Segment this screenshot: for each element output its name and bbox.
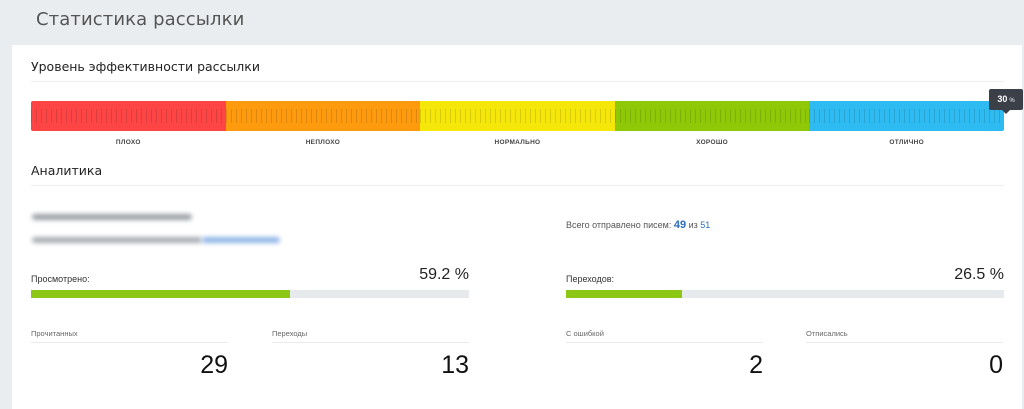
divider [31, 185, 1004, 186]
scale-segment-good [614, 101, 810, 131]
score-unit: % [1009, 98, 1015, 104]
stat-label: Прочитанных [31, 329, 228, 343]
stats-panel: Уровень эффективности рассылки ПЛОХО НЕП… [12, 45, 1023, 409]
blurred-link[interactable] [202, 237, 280, 243]
scale-segment-excellent [809, 101, 1004, 131]
stat-value: 2 [749, 351, 763, 379]
stat-unsubscribed: Отписались 0 [806, 329, 1003, 380]
progress-bar [566, 290, 1004, 298]
analytics-title: Аналитика [31, 163, 103, 178]
score-value: 30 [997, 94, 1008, 104]
scale-segment-not-bad [225, 101, 421, 131]
sent-count: 49 [673, 219, 687, 231]
stat-read: Прочитанных 29 [31, 329, 228, 380]
sent-total-count: 51 [700, 220, 711, 230]
sent-total: Всего отправлено писем: 49 из 51 [566, 219, 710, 231]
metric-label: Просмотрено: [31, 274, 90, 284]
stat-label: Переходы [272, 329, 469, 343]
stat-clicks: Переходы 13 [272, 329, 469, 380]
metric-value: 26.5 % [954, 266, 1004, 283]
stat-label: С ошибкой [566, 329, 763, 343]
scale-segment-normal [420, 101, 615, 131]
scale-label: ПЛОХО [115, 139, 141, 146]
stat-value: 0 [989, 351, 1003, 379]
stat-value: 13 [441, 351, 469, 379]
metric-label: Переходов: [566, 274, 615, 284]
scale-label: НЕПЛОХО [305, 139, 341, 146]
efficiency-scale [31, 101, 1004, 131]
stat-value: 29 [200, 351, 228, 379]
progress-fill [566, 290, 683, 298]
scale-labels: ПЛОХО НЕПЛОХО НОРМАЛЬНО ХОРОШО ОТЛИЧНО [31, 139, 1004, 146]
metric-value: 59.2 % [419, 266, 469, 283]
scale-label: ХОРОШО [696, 139, 729, 146]
sent-of: из [688, 220, 698, 230]
page-title: Статистика рассылки [36, 9, 245, 30]
scale-label: НОРМАЛЬНО [494, 139, 541, 146]
stat-errors: С ошибкой 2 [566, 329, 763, 380]
stat-label: Отписались [806, 329, 1003, 343]
blurred-info-line [32, 214, 192, 220]
sent-prefix: Всего отправлено писем: [566, 220, 672, 230]
blurred-info-line [32, 237, 202, 243]
score-tooltip: 30% [989, 89, 1023, 114]
divider [31, 81, 1004, 82]
scale-segment-bad [31, 101, 226, 131]
progress-fill [31, 290, 291, 298]
progress-bar [31, 290, 469, 298]
scale-label: ОТЛИЧНО [889, 139, 924, 146]
efficiency-title: Уровень эффективности рассылки [31, 59, 260, 74]
